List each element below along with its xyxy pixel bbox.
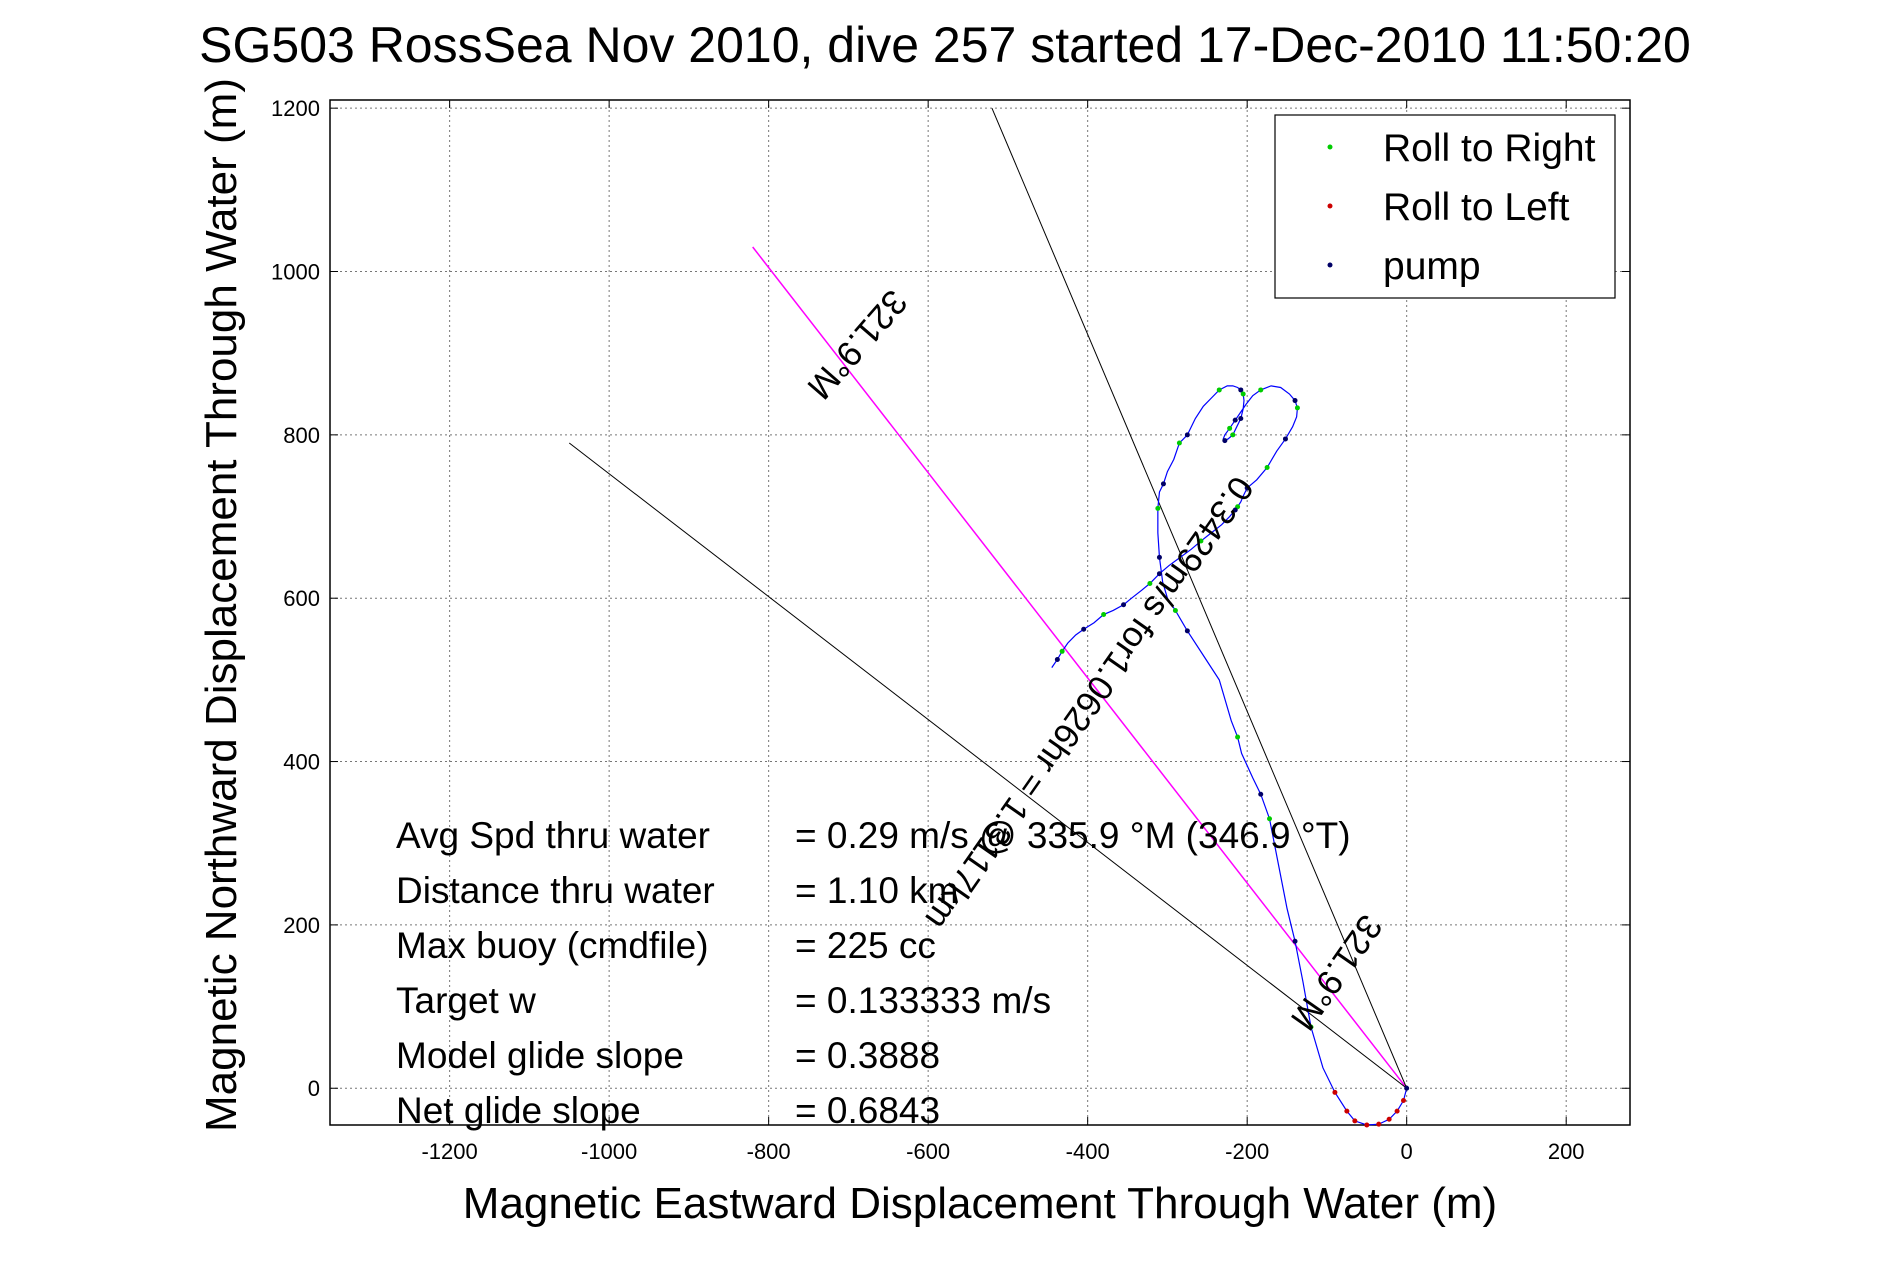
track-point	[1155, 505, 1161, 511]
track-point	[1344, 1108, 1350, 1114]
track-point	[1147, 581, 1153, 587]
legend: Roll to Right Roll to Left pump	[1274, 114, 1616, 299]
track-point	[1258, 387, 1264, 393]
track-point	[1267, 816, 1273, 822]
track-point	[1184, 432, 1190, 438]
stat-value: = 1.10 km	[795, 870, 959, 911]
track-point	[1238, 387, 1244, 393]
stat-value: = 0.3888	[795, 1035, 940, 1076]
track-point	[1216, 387, 1222, 393]
y-tick-label: 800	[283, 423, 320, 448]
y-tick-label: 0	[308, 1076, 320, 1101]
x-tick-label: -800	[747, 1139, 791, 1164]
track-point	[1404, 1085, 1410, 1091]
track-point	[1264, 465, 1270, 471]
track-point	[1230, 432, 1236, 438]
chart-title: SG503 RossSea Nov 2010, dive 257 started…	[199, 17, 1691, 73]
track-point	[1232, 507, 1238, 513]
track-point	[1240, 391, 1246, 397]
stat-value: = 0.6843	[795, 1090, 940, 1131]
track-point	[1244, 485, 1250, 491]
legend-label: pump	[1383, 245, 1481, 288]
stat-label: Max buoy (cmdfile)	[396, 925, 709, 966]
track-point	[1054, 656, 1060, 662]
track-point	[1232, 417, 1238, 423]
track-point	[1235, 734, 1241, 740]
track-point	[1282, 436, 1288, 442]
x-tick-label: 0	[1401, 1139, 1413, 1164]
track-point	[1172, 607, 1178, 613]
y-axis-label: Magnetic Northward Displacement Through …	[197, 78, 246, 1132]
reference-lines	[568, 107, 1408, 1089]
legend-marker	[1327, 144, 1333, 150]
x-tick-label: -600	[906, 1139, 950, 1164]
stat-label: Distance thru water	[396, 870, 715, 911]
track-point	[1101, 612, 1107, 618]
stat-label: Target w	[396, 980, 536, 1021]
track-point	[1292, 398, 1298, 404]
x-tick-label: -400	[1066, 1139, 1110, 1164]
track-point	[1258, 791, 1264, 797]
track-point	[1198, 538, 1204, 544]
reference-line	[568, 442, 1407, 1089]
track-point	[1376, 1121, 1382, 1127]
track-point	[1332, 1089, 1338, 1095]
track-point	[1227, 425, 1233, 431]
track-point	[1364, 1122, 1370, 1128]
track-line	[1051, 385, 1408, 1126]
legend-label: Roll to Right	[1383, 127, 1596, 170]
track-point	[1222, 438, 1228, 444]
track-point	[1081, 626, 1087, 632]
axis-ticks: -1200 -1000 -800 -600 -400 -200 0 200 0 200 400 600…	[271, 96, 1630, 1164]
y-tick-label: 1000	[271, 260, 320, 285]
stats-block: Avg Spd thru water = 0.29 m/s @ 335.9 °M …	[396, 815, 1351, 1131]
reference-line	[991, 107, 1408, 1089]
stat-label: Avg Spd thru water	[396, 815, 710, 856]
track-point	[1121, 602, 1127, 608]
stat-label: Model glide slope	[396, 1035, 684, 1076]
x-tick-label: -1000	[581, 1139, 637, 1164]
track-point	[1394, 1108, 1400, 1114]
stat-value: = 0.133333 m/s	[795, 980, 1051, 1021]
track-point	[1352, 1118, 1358, 1124]
track-point	[1059, 648, 1065, 654]
track-point	[1176, 440, 1182, 446]
x-tick-label: -200	[1225, 1139, 1269, 1164]
stat-value: = 0.29 m/s @ 335.9 °M (346.9 °T)	[795, 815, 1351, 856]
reference-line	[752, 246, 1408, 1089]
stat-value: = 225 cc	[795, 925, 936, 966]
track-point	[1292, 938, 1298, 944]
track-point	[1184, 628, 1190, 634]
stat-label: Net glide slope	[396, 1090, 641, 1131]
x-tick-label: 200	[1548, 1139, 1585, 1164]
legend-marker	[1327, 262, 1333, 268]
track-point	[1294, 405, 1300, 411]
track-point	[1386, 1116, 1392, 1122]
track-point	[1308, 1024, 1314, 1030]
y-tick-label: 600	[283, 586, 320, 611]
track-point	[1400, 1097, 1406, 1103]
y-tick-label: 1200	[271, 96, 320, 121]
track-point	[1156, 554, 1162, 560]
track-point	[1238, 416, 1244, 422]
y-tick-label: 400	[283, 750, 320, 775]
track-point	[1156, 571, 1162, 577]
track-layer	[1051, 385, 1410, 1128]
legend-label: Roll to Left	[1383, 186, 1570, 229]
x-axis-label: Magnetic Eastward Displacement Through W…	[463, 1179, 1497, 1228]
x-tick-label: -1200	[421, 1139, 477, 1164]
y-tick-label: 200	[283, 913, 320, 938]
track-point	[1160, 481, 1166, 487]
legend-marker	[1327, 203, 1333, 209]
